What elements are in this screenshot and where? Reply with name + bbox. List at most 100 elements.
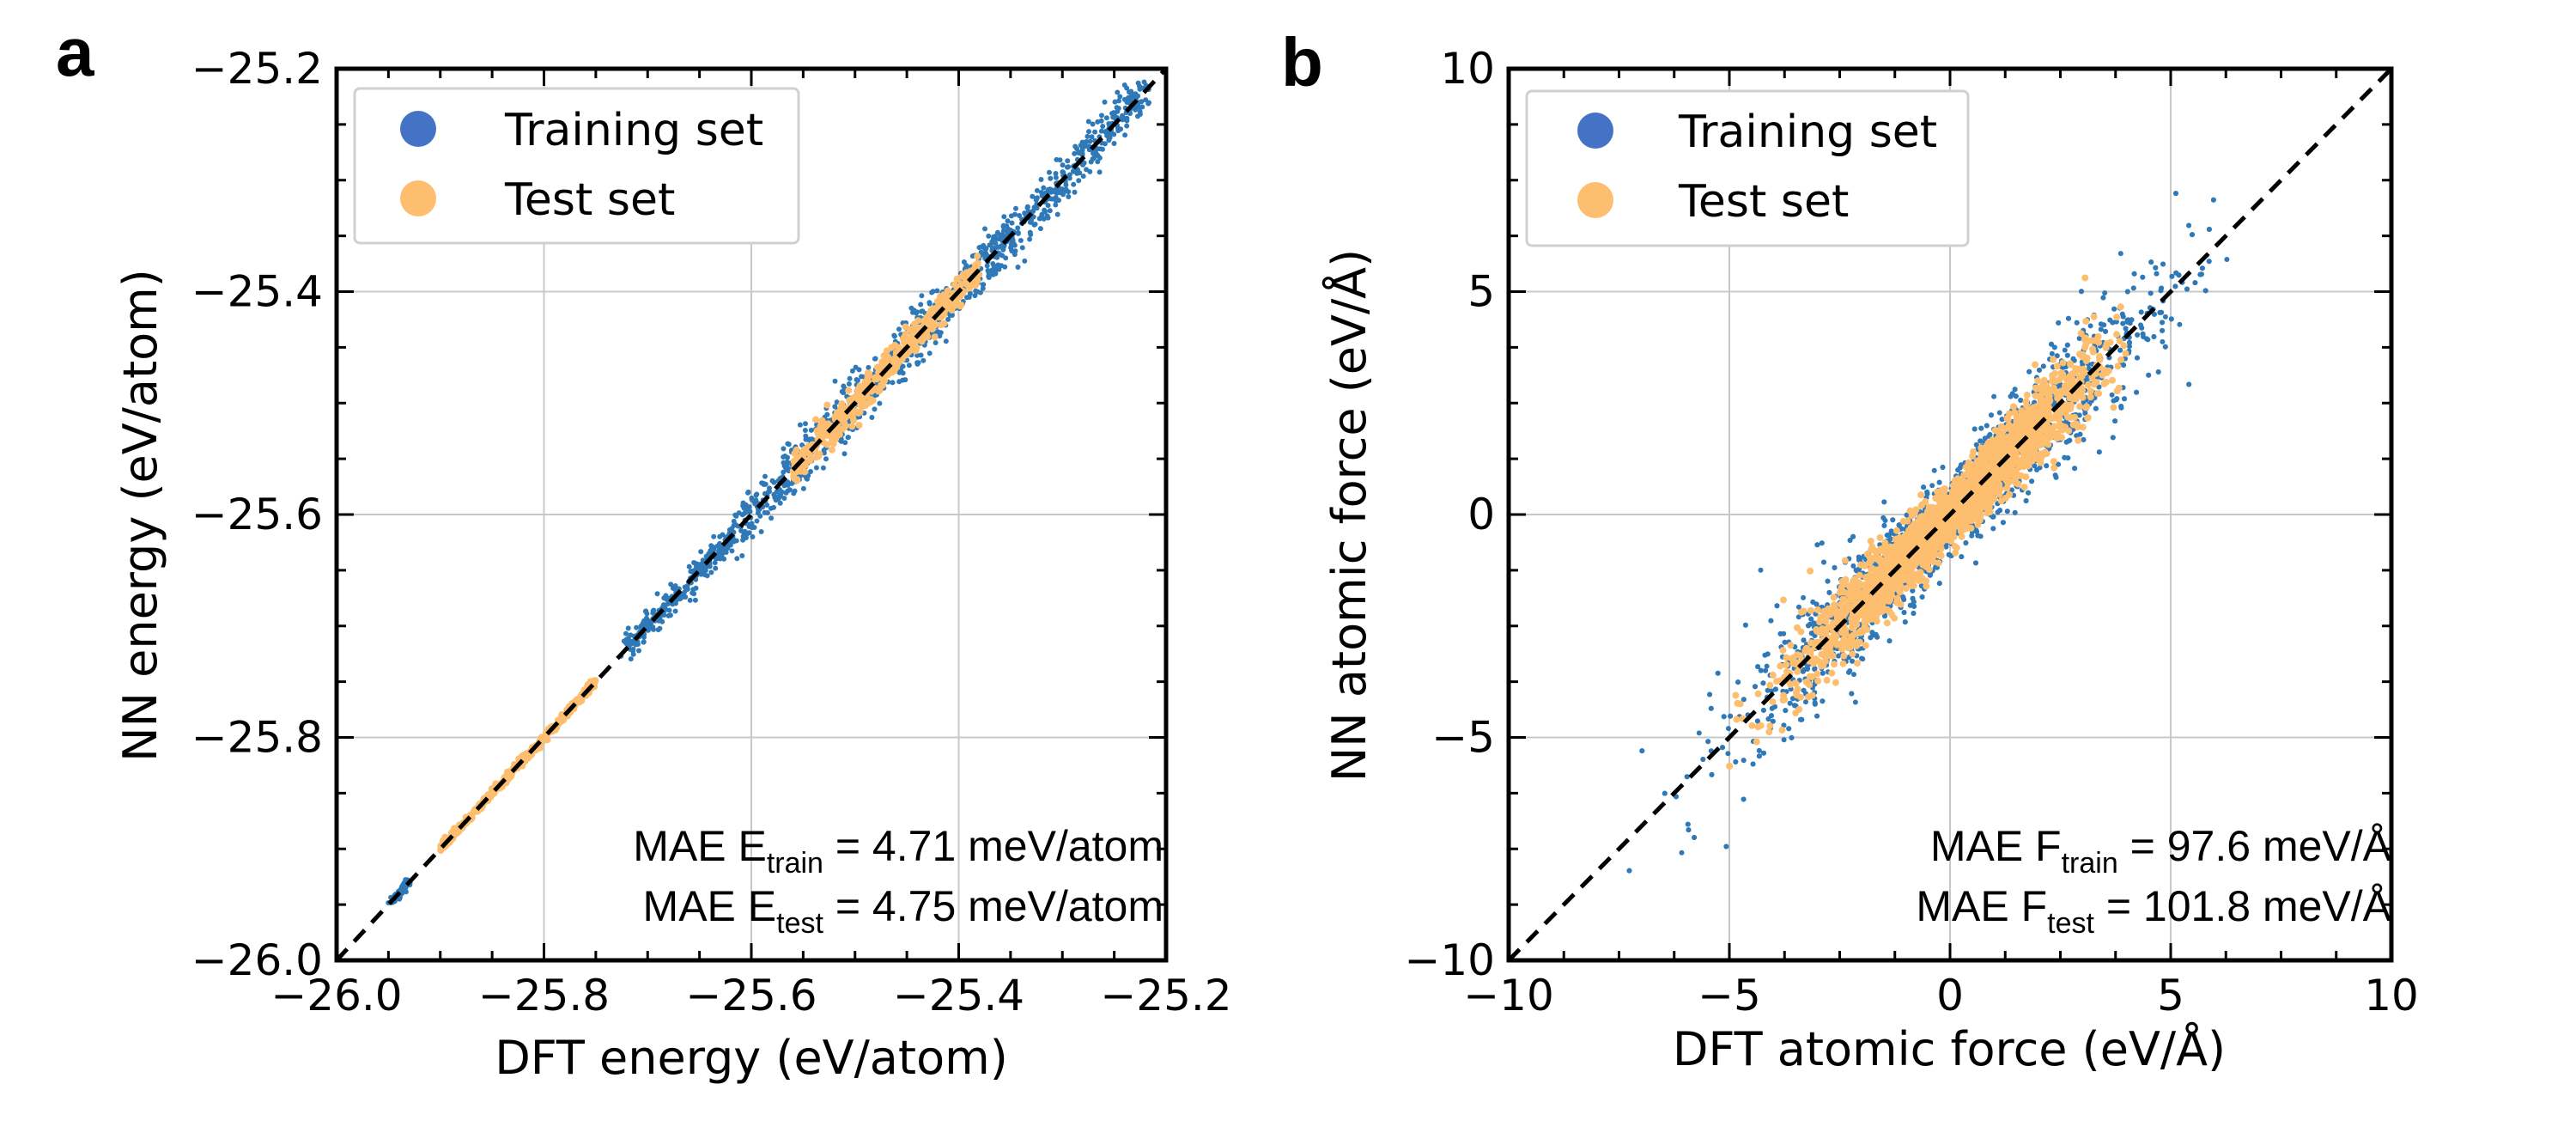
point-train	[1760, 707, 1766, 713]
point-train	[1929, 483, 1935, 489]
point-train	[2120, 314, 2126, 320]
point-train	[847, 375, 853, 381]
point-test	[845, 387, 853, 394]
point-train	[1030, 193, 1036, 199]
point-train	[1076, 178, 1082, 184]
point-train	[701, 563, 707, 569]
point-train	[821, 448, 827, 454]
point-train	[687, 597, 693, 603]
point-train	[1812, 700, 1818, 706]
point-train	[849, 368, 855, 374]
point-train	[692, 597, 698, 603]
point-train	[1065, 164, 1070, 170]
point-train	[995, 244, 1001, 250]
point-train	[672, 608, 678, 614]
point-train	[1135, 113, 1140, 119]
point-train	[1139, 104, 1145, 110]
point-train	[2098, 326, 2104, 332]
point-test	[920, 334, 927, 342]
point-train	[2112, 418, 2118, 424]
point-train	[1032, 222, 1038, 227]
point-train	[1049, 196, 1055, 202]
point-train	[771, 504, 776, 510]
point-train	[993, 267, 999, 273]
point-train	[1024, 204, 1030, 210]
point-train	[2127, 339, 2132, 345]
point-train	[720, 549, 726, 555]
point-train	[841, 451, 848, 457]
point-train	[927, 350, 933, 356]
point-train	[1015, 225, 1021, 231]
point-test	[835, 430, 843, 438]
point-train	[772, 495, 778, 501]
point-train	[1852, 699, 1858, 705]
point-train	[1137, 86, 1143, 92]
point-train	[657, 625, 663, 631]
point-train	[2168, 316, 2174, 322]
point-test	[959, 271, 967, 278]
legend-label-test-a: Test set	[504, 174, 675, 226]
point-train	[808, 427, 814, 433]
point-train	[841, 390, 847, 396]
point-train	[2012, 509, 2018, 515]
point-test	[820, 432, 828, 440]
point-train	[972, 293, 978, 299]
point-train	[890, 380, 896, 386]
point-train	[2169, 273, 2175, 279]
point-train	[1098, 128, 1104, 134]
x-tick-label: −25.2	[1100, 971, 1231, 1020]
point-train	[1758, 567, 1764, 573]
point-train	[1936, 581, 1942, 587]
point-train	[1639, 748, 1645, 754]
point-train	[980, 285, 986, 291]
point-test	[816, 450, 823, 458]
point-test	[869, 397, 877, 405]
point-train	[1963, 540, 1969, 545]
point-train	[1801, 594, 1807, 600]
point-train	[1820, 698, 1826, 704]
point-train	[2210, 197, 2216, 203]
point-train	[2160, 338, 2166, 344]
point-train	[745, 490, 750, 496]
point-train	[1124, 85, 1130, 91]
point-test	[849, 413, 857, 421]
point-test	[855, 422, 863, 429]
point-train	[1708, 705, 1714, 711]
point-train	[662, 606, 668, 612]
point-train	[2056, 320, 2062, 326]
point-test	[864, 372, 872, 380]
point-train	[739, 553, 745, 558]
point-train	[1053, 174, 1059, 180]
point-test	[854, 391, 861, 399]
point-train	[1008, 245, 1014, 251]
point-test	[486, 791, 494, 799]
point-train	[918, 352, 924, 358]
point-train	[2117, 251, 2123, 257]
point-train	[767, 485, 772, 491]
point-test	[791, 449, 799, 457]
point-train	[1005, 218, 1011, 224]
point-train	[1053, 171, 1059, 176]
point-train	[1796, 604, 1801, 610]
point-train	[650, 624, 656, 630]
point-train	[667, 612, 673, 618]
point-train	[820, 465, 826, 471]
point-train	[782, 454, 788, 459]
point-train	[1750, 761, 1756, 767]
point-train	[2049, 341, 2054, 347]
point-train	[999, 232, 1005, 238]
point-train	[2192, 280, 2198, 286]
point-train	[686, 563, 692, 569]
point-train	[2184, 286, 2190, 292]
point-train	[2160, 320, 2166, 326]
point-train	[1890, 517, 1896, 523]
point-train	[1679, 850, 1685, 856]
point-train	[2101, 322, 2107, 328]
point-train	[711, 533, 717, 539]
point-train	[2103, 328, 2108, 334]
point-train	[832, 378, 838, 384]
point-train	[638, 624, 644, 630]
point-train	[982, 247, 988, 253]
mae-train-a: MAE Etrain = 4.71 meV/atom	[633, 822, 1163, 880]
point-test	[812, 416, 819, 423]
